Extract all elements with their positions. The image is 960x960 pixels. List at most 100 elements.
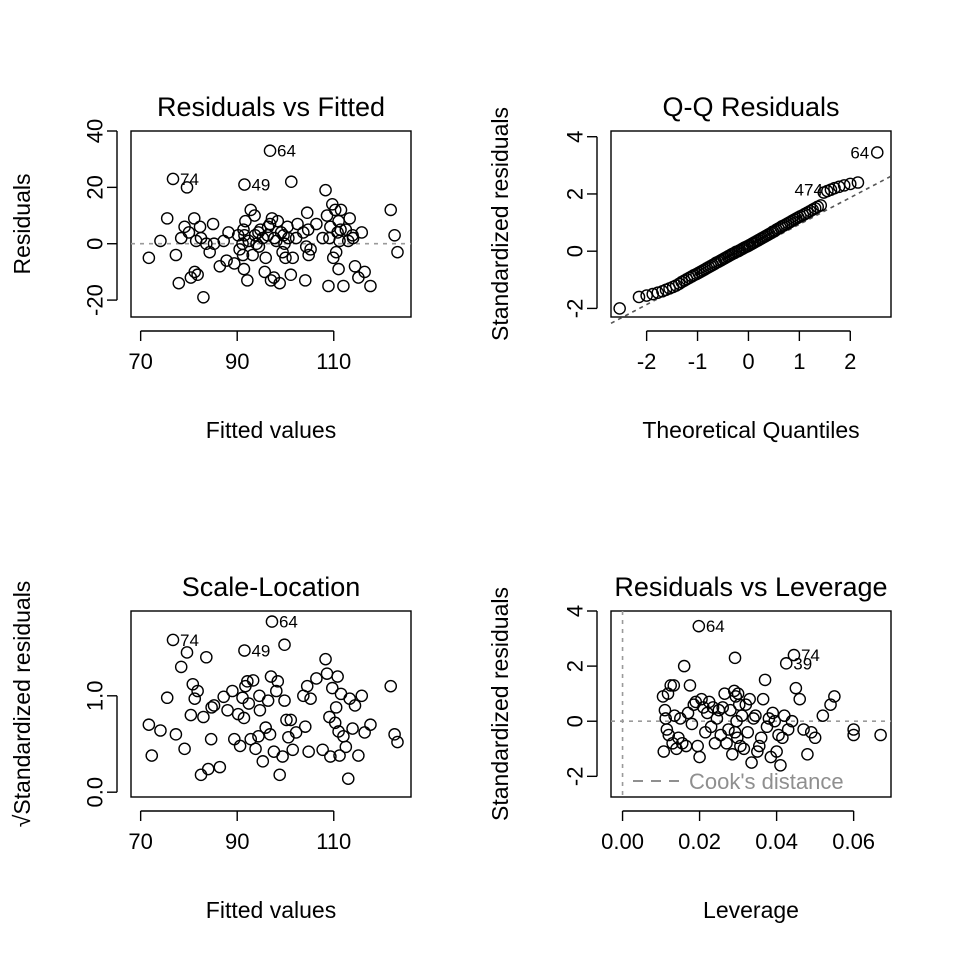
data-point bbox=[720, 736, 733, 750]
data-point bbox=[779, 657, 793, 670]
data-point bbox=[200, 650, 213, 664]
data-point bbox=[236, 248, 250, 262]
data-point bbox=[724, 703, 737, 717]
data-point bbox=[333, 749, 346, 762]
data-point bbox=[749, 709, 762, 723]
y-tick-label: -2 bbox=[563, 767, 588, 787]
data-point bbox=[206, 217, 220, 231]
panel-title: Scale-Location bbox=[182, 572, 361, 602]
x-tick-label: 70 bbox=[128, 349, 152, 374]
data-point bbox=[741, 725, 755, 739]
y-tick-label: 0.0 bbox=[83, 777, 108, 808]
data-point bbox=[352, 749, 365, 762]
y-axis-label: Standardized residuals bbox=[487, 587, 513, 821]
data-point bbox=[731, 687, 745, 700]
scale-location-panel: Scale-Location Fitted values √Standardiz… bbox=[9, 572, 412, 923]
data-point bbox=[814, 199, 828, 212]
data-point bbox=[388, 728, 401, 741]
x-tick-label: 70 bbox=[128, 829, 152, 854]
data-point bbox=[729, 690, 743, 703]
data-point bbox=[706, 701, 720, 714]
point-label: 39 bbox=[793, 654, 812, 673]
data-point bbox=[174, 231, 188, 245]
data-point bbox=[145, 749, 159, 762]
x-tick-label: 90 bbox=[225, 349, 249, 374]
data-point bbox=[207, 699, 221, 712]
data-point bbox=[197, 710, 210, 724]
data-point bbox=[204, 732, 218, 746]
data-point bbox=[343, 212, 356, 225]
x-tick-label: 0.00 bbox=[601, 829, 644, 854]
data-point bbox=[787, 648, 801, 662]
data-point bbox=[613, 302, 626, 315]
data-point bbox=[264, 274, 278, 287]
data-point bbox=[237, 262, 251, 276]
data-point bbox=[708, 736, 722, 750]
data-point bbox=[286, 251, 300, 265]
panel-title: Residuals vs Fitted bbox=[157, 92, 385, 122]
data-point bbox=[355, 226, 369, 239]
data-point bbox=[778, 709, 791, 723]
data-point bbox=[710, 712, 724, 725]
data-point bbox=[358, 726, 371, 739]
data-point bbox=[332, 725, 345, 738]
y-tick-label: 0 bbox=[563, 715, 588, 727]
data-point bbox=[774, 759, 787, 772]
data-point bbox=[847, 728, 860, 742]
data-point bbox=[246, 248, 259, 262]
data-point bbox=[319, 652, 332, 666]
data-point bbox=[191, 268, 204, 282]
data-point bbox=[328, 716, 342, 730]
data-point bbox=[727, 684, 741, 698]
data-point bbox=[263, 144, 277, 158]
data-point bbox=[284, 713, 298, 727]
y-tick-label: 20 bbox=[83, 175, 108, 199]
data-point bbox=[752, 739, 766, 753]
data-point bbox=[197, 290, 210, 304]
data-point bbox=[358, 265, 371, 279]
data-point bbox=[256, 755, 270, 768]
data-point bbox=[751, 745, 764, 758]
data-point bbox=[837, 179, 851, 192]
point-label: 74 bbox=[180, 170, 199, 189]
point-label: 74 bbox=[801, 646, 820, 665]
data-point bbox=[226, 684, 239, 698]
data-point bbox=[745, 756, 758, 769]
data-point bbox=[166, 172, 180, 186]
data-point bbox=[632, 290, 646, 304]
data-point bbox=[259, 721, 272, 734]
data-point bbox=[289, 726, 303, 739]
data-point bbox=[228, 257, 241, 270]
y-tick-label: -20 bbox=[83, 284, 108, 316]
data-point bbox=[789, 681, 803, 695]
data-point bbox=[693, 750, 706, 764]
data-point bbox=[785, 714, 799, 728]
data-point bbox=[200, 237, 213, 251]
y-tick-label: 4 bbox=[563, 131, 588, 143]
data-point bbox=[768, 714, 781, 728]
legend-label: Cook's distance bbox=[689, 769, 844, 794]
data-point bbox=[310, 217, 323, 231]
data-point bbox=[346, 231, 360, 245]
data-point bbox=[843, 177, 857, 191]
data-point bbox=[265, 212, 279, 225]
data-point bbox=[238, 178, 251, 191]
data-point bbox=[683, 679, 697, 692]
plot-frame bbox=[130, 130, 412, 318]
data-point bbox=[261, 220, 275, 234]
y-tick-label: 2 bbox=[563, 188, 588, 200]
data-point bbox=[270, 684, 283, 698]
data-point bbox=[691, 739, 704, 753]
data-point bbox=[184, 708, 198, 722]
data-point bbox=[685, 717, 699, 731]
data-point bbox=[731, 731, 744, 745]
data-point bbox=[801, 747, 814, 761]
data-point bbox=[334, 203, 348, 217]
plot-frame bbox=[610, 610, 892, 798]
data-point bbox=[692, 619, 706, 633]
data-point bbox=[808, 731, 822, 745]
y-tick-label: 1.0 bbox=[83, 681, 108, 712]
data-point bbox=[323, 231, 336, 245]
y-tick-label: 4 bbox=[563, 605, 588, 617]
data-point bbox=[271, 675, 285, 688]
